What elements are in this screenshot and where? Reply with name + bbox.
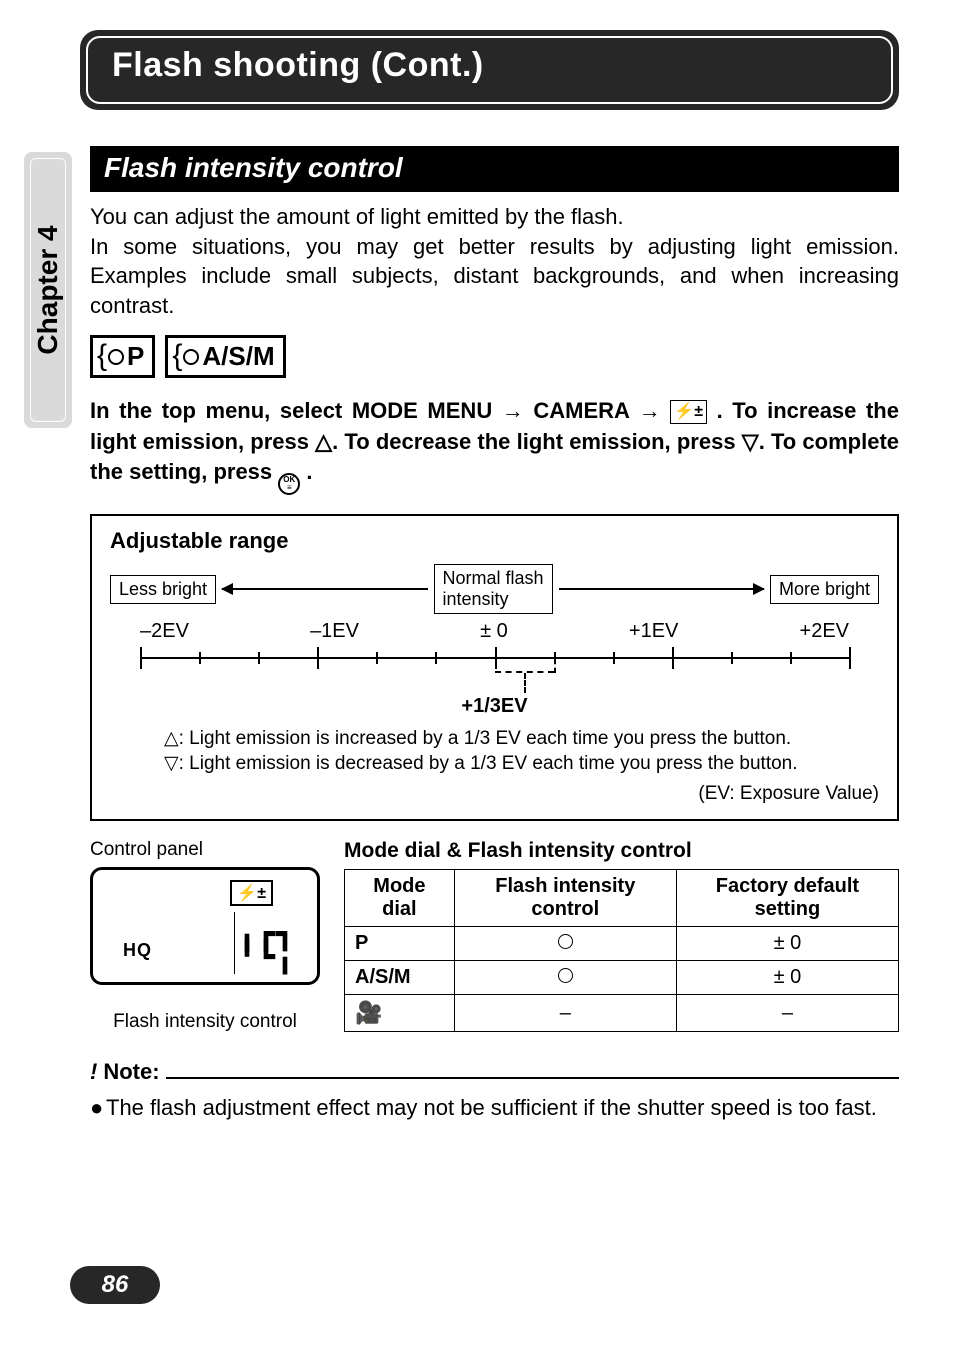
page: Chapter 4 Flash shooting (Cont.) Flash i…	[0, 0, 954, 1346]
ev-label: +2EV	[800, 620, 849, 643]
control-panel-box: ⚡± HQ ╻┏┓ ╹┗╻	[90, 867, 320, 985]
note-body: ● The flash adjustment effect may not be…	[90, 1093, 899, 1123]
more-bright-box: More bright	[770, 575, 879, 604]
mode-cell: 🎥	[345, 995, 455, 1032]
circle-icon	[558, 934, 573, 949]
table-row: P ± 0	[345, 927, 899, 961]
mode-cell: A/S/M	[345, 961, 455, 995]
table-header-row: Mode dial Flash intensity control Factor…	[345, 870, 899, 927]
ok-button-icon: OK≡	[278, 473, 300, 495]
mode-badge-p: {P	[90, 335, 155, 378]
ev-label: –1EV	[310, 620, 359, 643]
ev-label: ± 0	[480, 620, 508, 643]
tri-explain: △: Light emission is increased by a 1/3 …	[110, 726, 879, 777]
adjustable-range-title: Adjustable range	[110, 528, 879, 554]
triangle-down-icon: ▽	[742, 429, 759, 454]
table-header: Mode dial	[345, 870, 455, 927]
bullet-icon: ●	[90, 1093, 106, 1123]
page-title-banner: Flash shooting (Cont.)	[90, 24, 899, 124]
control-panel-label: Control panel	[90, 839, 320, 861]
mode-badges: {P {A/S/M	[90, 335, 899, 378]
default-cell: –	[676, 995, 898, 1032]
ev-label: –2EV	[140, 620, 189, 643]
mode-badge-asm-label: A/S/M	[202, 341, 274, 372]
movie-icon: 🎥	[355, 1000, 382, 1025]
note-label: Note:	[103, 1059, 159, 1085]
triangle-up-icon: △	[164, 728, 179, 749]
segment-display: ╻┏┓ ╹┗╻	[238, 926, 295, 973]
control-panel-column: Control panel ⚡± HQ ╻┏┓ ╹┗╻ Flash intens…	[90, 839, 320, 1033]
triangle-down-icon: ▽	[164, 753, 179, 774]
ev-note: (EV: Exposure Value)	[110, 783, 879, 805]
arrow-left	[222, 588, 427, 590]
less-bright-box: Less bright	[110, 575, 216, 604]
avail-cell	[454, 927, 676, 961]
intro-line-1: You can adjust the amount of light emitt…	[90, 202, 899, 232]
table-row: 🎥 ––	[345, 995, 899, 1032]
default-cell: ± 0	[676, 961, 898, 995]
section-heading: Flash intensity control	[90, 146, 899, 192]
circle-icon	[558, 968, 573, 983]
mode-table: Mode dial Flash intensity control Factor…	[344, 869, 899, 1032]
table-title: Mode dial & Flash intensity control	[344, 839, 899, 863]
mode-badge-p-label: P	[127, 341, 144, 372]
triangle-up-icon: △	[315, 429, 332, 454]
normal-intensity-box: Normal flash intensity	[434, 564, 553, 613]
table-column: Mode dial & Flash intensity control Mode…	[344, 839, 899, 1032]
note-rule	[166, 1077, 899, 1080]
chapter-tab: Chapter 4	[22, 150, 74, 430]
arrow-icon: →	[639, 398, 661, 423]
flash-comp-icon: ⚡±	[670, 400, 707, 424]
flash-comp-icon: ⚡±	[230, 880, 273, 906]
page-title: Flash shooting (Cont.)	[112, 46, 484, 85]
page-number: 86	[70, 1266, 160, 1304]
hq-label: HQ	[123, 940, 152, 961]
table-header: Factory default setting	[676, 870, 898, 927]
ev-scale	[140, 647, 849, 693]
default-cell: ± 0	[676, 927, 898, 961]
control-panel-caption: Flash intensity control	[90, 1011, 320, 1033]
arrow-right	[559, 588, 764, 590]
adjustable-range-box: Adjustable range Less bright Normal flas…	[90, 514, 899, 821]
table-row: A/S/M ± 0	[345, 961, 899, 995]
avail-cell	[454, 961, 676, 995]
instruction-text: In the top menu, select MODE MENU → CAME…	[90, 396, 899, 493]
arrow-icon: →	[502, 398, 524, 423]
cp-and-table: Control panel ⚡± HQ ╻┏┓ ╹┗╻ Flash intens…	[90, 839, 899, 1033]
ev-labels: –2EV –1EV ± 0 +1EV +2EV	[140, 620, 849, 643]
mode-cell: P	[345, 927, 455, 961]
intro-line-2: In some situations, you may get better r…	[90, 232, 899, 321]
ev-label: +1EV	[629, 620, 678, 643]
range-row: Less bright Normal flash intensity More …	[110, 564, 879, 613]
table-header: Flash intensity control	[454, 870, 676, 927]
exclaim-icon: !	[90, 1059, 97, 1085]
avail-cell: –	[454, 995, 676, 1032]
note-text: The flash adjustment effect may not be s…	[106, 1093, 877, 1123]
chapter-label: Chapter 4	[32, 225, 64, 354]
mode-badge-asm: {A/S/M	[165, 335, 285, 378]
note-heading: ! Note:	[90, 1059, 899, 1085]
step-label: +1/3EV	[110, 695, 879, 718]
